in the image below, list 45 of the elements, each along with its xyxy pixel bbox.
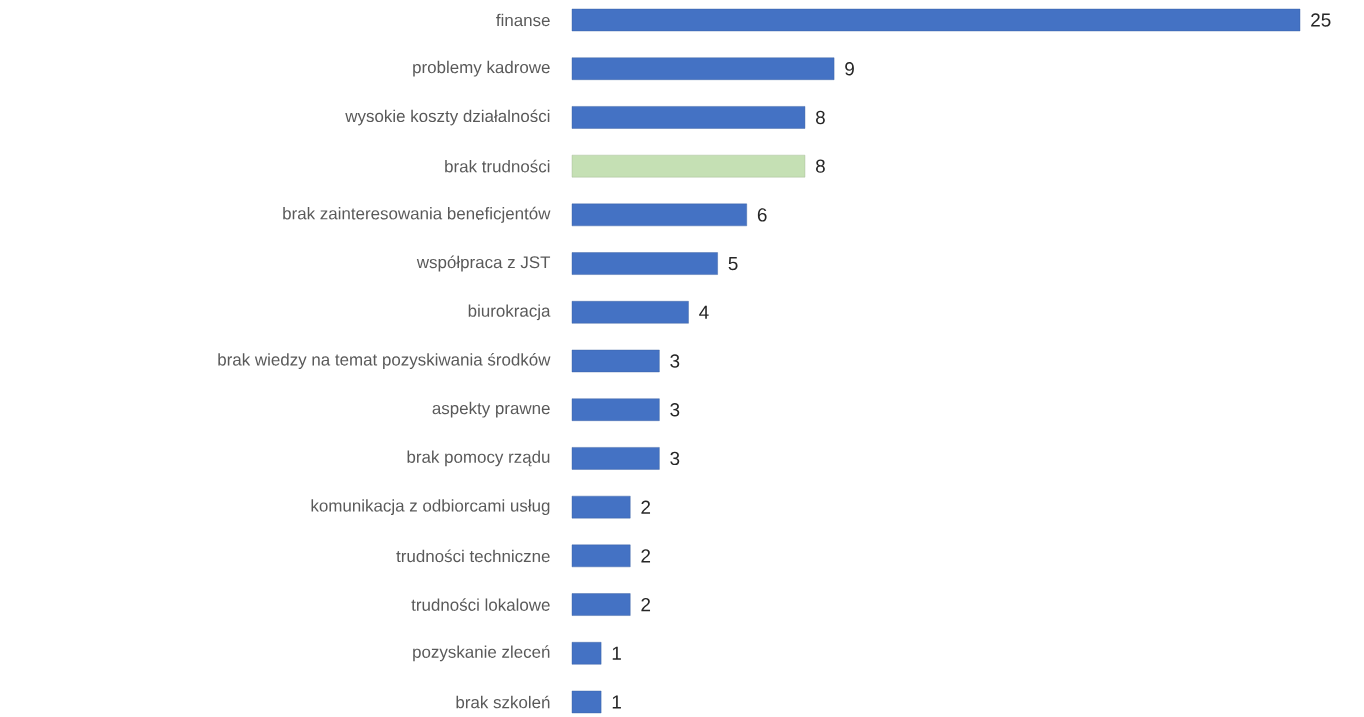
data-label: 6 — [757, 208, 767, 222]
data-label: 3 — [670, 451, 680, 466]
y-tick-label: biurokracja — [468, 304, 551, 321]
y-tick-label: brak pomocy rządu — [407, 450, 550, 467]
y-tick-label: pozyskanie zleceń — [413, 645, 550, 662]
data-label: 2 — [641, 500, 651, 514]
bar — [571, 57, 835, 80]
bar — [571, 642, 602, 665]
bar — [571, 252, 718, 275]
data-label: 4 — [699, 305, 709, 319]
data-label: 1 — [612, 646, 621, 660]
data-label: 2 — [641, 549, 651, 563]
bar — [571, 544, 631, 568]
bar — [571, 106, 806, 129]
y-tick-label: współpraca z JST — [416, 255, 551, 272]
data-label: 25 — [1311, 13, 1331, 27]
y-tick-label: brak zainteresowania beneficjentów — [283, 206, 551, 223]
bar — [571, 398, 660, 421]
data-label: 3 — [670, 403, 680, 417]
y-tick-label: aspekty prawne — [432, 401, 550, 418]
bar — [571, 203, 747, 227]
bar — [571, 690, 602, 714]
data-label: 2 — [641, 597, 651, 612]
bar — [571, 349, 660, 373]
bar — [571, 8, 1301, 32]
y-tick-label: trudności lokalowe — [411, 598, 550, 611]
y-tick-label: finanse — [496, 13, 550, 27]
data-label: 9 — [845, 62, 854, 76]
bar — [571, 593, 631, 616]
bar — [571, 301, 689, 324]
y-tick-label: brak trudności — [445, 159, 550, 173]
y-tick-label: komunikacja z odbiorcami usług — [311, 499, 550, 516]
y-tick-label: wysokie koszty działalności — [345, 109, 550, 126]
y-tick-label: problemy kadrowe — [413, 60, 550, 77]
data-label: 8 — [815, 159, 825, 173]
data-label: 5 — [728, 256, 738, 271]
data-label: 8 — [815, 110, 825, 125]
y-tick-label: brak wiedzy na temat pozyskiwania środków — [218, 353, 551, 369]
bar — [571, 447, 660, 470]
y-tick-label: trudności techniczne — [396, 549, 550, 563]
data-label: 3 — [670, 354, 680, 368]
bar — [571, 495, 631, 519]
data-label: 1 — [612, 695, 621, 709]
bar — [571, 154, 806, 178]
y-tick-label: brak szkoleń — [456, 695, 550, 709]
